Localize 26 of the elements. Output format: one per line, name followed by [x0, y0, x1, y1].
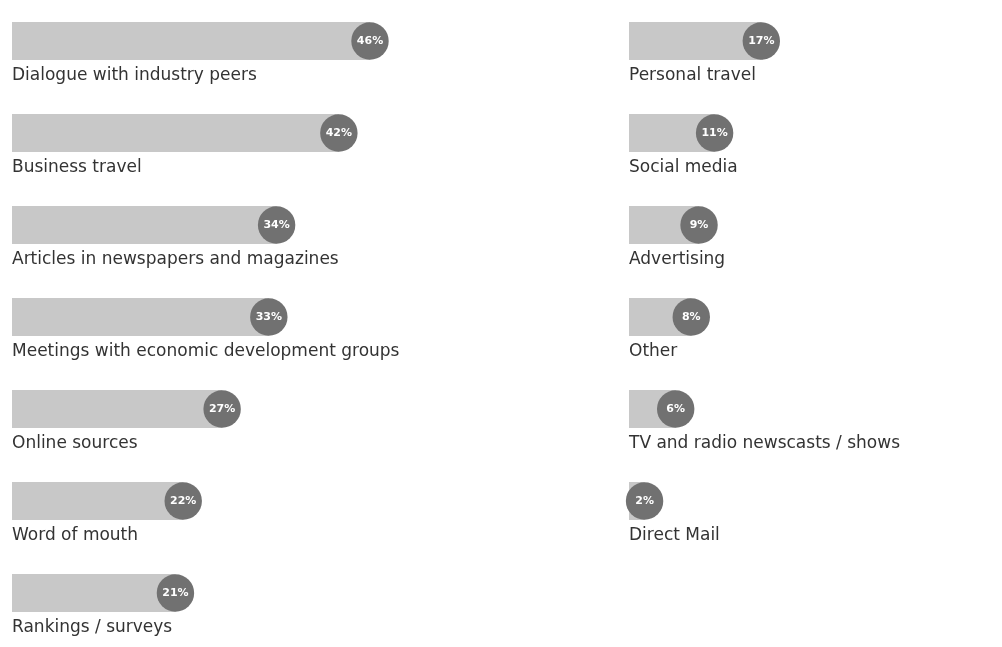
data-label: 46% [356, 34, 384, 47]
y-tick-label: TV and radio newscasts / shows [628, 432, 901, 452]
data-label: 27% [208, 402, 236, 415]
data-label: 8% [681, 310, 701, 323]
data-label: 11% [701, 126, 728, 139]
data-label: 6% [666, 402, 686, 415]
y-tick-label: Online sources [12, 432, 138, 452]
y-tick-label: Advertising [629, 248, 726, 268]
data-label: 33% [255, 310, 282, 323]
data-label: 42% [325, 126, 353, 139]
y-tick-label: Word of mouth [12, 524, 139, 544]
y-tick-label: Social media [629, 156, 738, 176]
data-label: 9% [689, 218, 709, 231]
y-tick-label: Other [629, 340, 678, 360]
y-tick-label: Articles in newspapers and magazines [12, 248, 339, 268]
data-label: 22% [170, 494, 197, 507]
y-tick-label: Rankings / surveys [12, 616, 173, 636]
data-label: 2% [635, 494, 654, 507]
y-tick-label: Direct Mail [629, 524, 720, 544]
y-tick-label: Meetings with economic development groups [12, 340, 400, 360]
y-tick-label: Dialogue with industry peers [12, 64, 257, 84]
data-label: 21% [162, 586, 189, 599]
data-label: 17% [748, 34, 775, 47]
y-tick-label: Business travel [12, 156, 142, 176]
y-tick-label: Personal travel [629, 64, 756, 84]
data-label: 34% [263, 218, 290, 231]
